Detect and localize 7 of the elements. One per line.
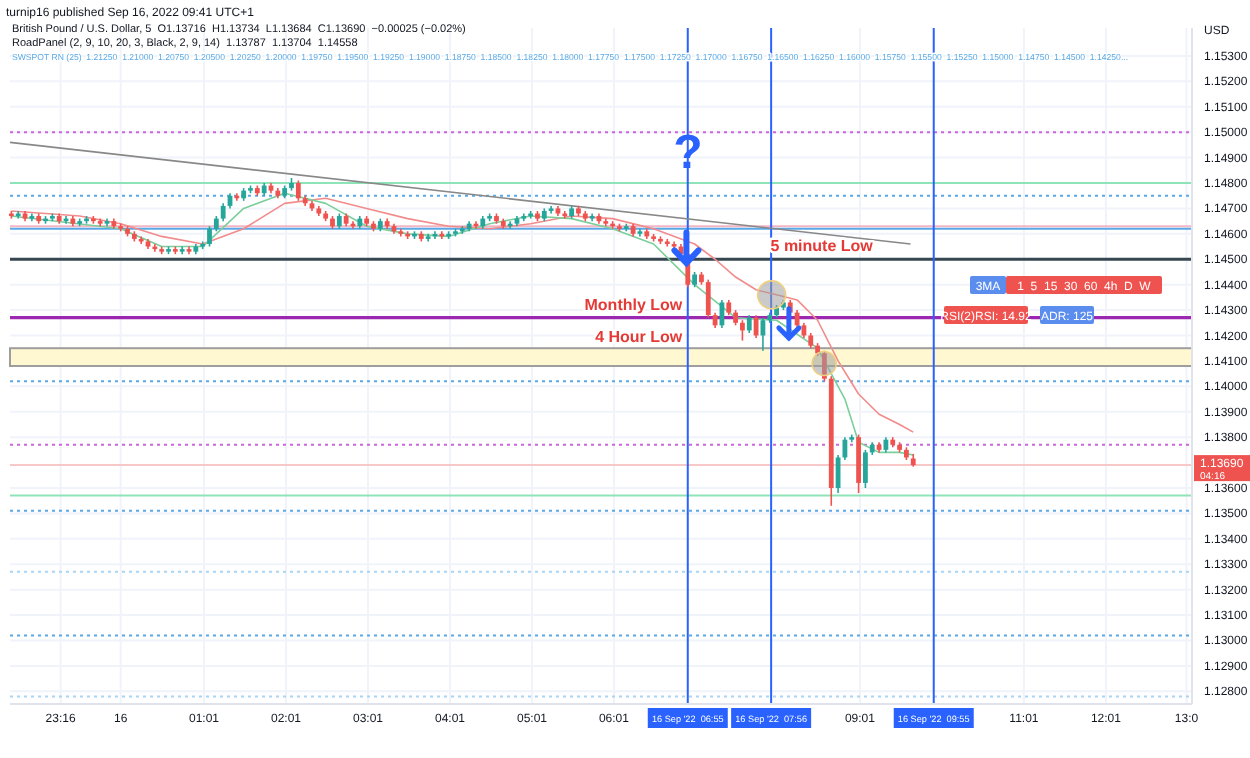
ref-line-label: Monthly Low (584, 295, 684, 314)
candlestick (207, 225, 212, 248)
candlestick (740, 319, 745, 342)
candlestick (295, 179, 301, 202)
band-label: 4 Hour Low (595, 328, 684, 347)
candlestick (856, 433, 861, 494)
candlestick (863, 449, 868, 489)
